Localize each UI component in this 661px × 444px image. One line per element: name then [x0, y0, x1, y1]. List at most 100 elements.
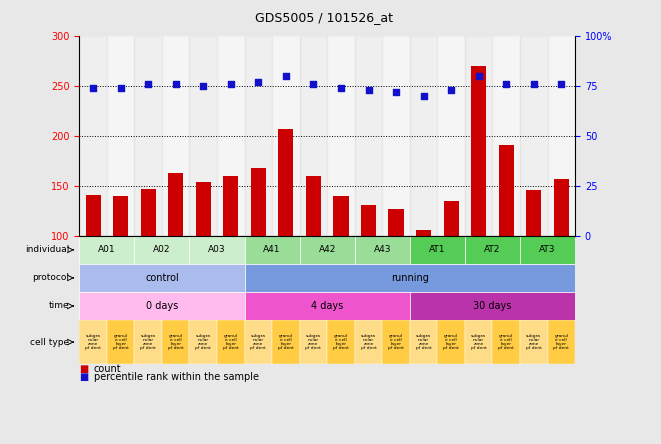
Text: AT3: AT3	[539, 246, 556, 254]
Bar	[162, 36, 190, 236]
Text: subgra
nular
zone
pf dent: subgra nular zone pf dent	[195, 333, 212, 350]
Bar	[272, 36, 299, 236]
Text: 0 days: 0 days	[146, 301, 178, 311]
Bar	[299, 36, 327, 236]
Bar	[190, 320, 217, 364]
Text: AT1: AT1	[429, 246, 446, 254]
Bar	[465, 36, 492, 236]
Text: cell type: cell type	[30, 337, 69, 347]
Bar	[162, 320, 190, 364]
Bar	[492, 320, 520, 364]
Bar	[217, 36, 245, 236]
Bar	[141, 189, 156, 236]
Text: granul
e cell
layer
pf dent: granul e cell layer pf dent	[498, 333, 514, 350]
Bar	[299, 320, 327, 364]
Text: A02: A02	[153, 246, 171, 254]
Point	[225, 80, 236, 87]
Text: AT2: AT2	[485, 246, 500, 254]
Point	[418, 92, 429, 99]
Text: granul
e cell
layer
pf dent: granul e cell layer pf dent	[333, 333, 349, 350]
Bar	[520, 36, 547, 236]
Bar	[245, 36, 272, 236]
Point	[391, 88, 401, 95]
Text: granul
e cell
layer
pf dent: granul e cell layer pf dent	[388, 333, 404, 350]
Text: count: count	[94, 364, 122, 373]
Bar	[438, 320, 465, 364]
Point	[253, 78, 264, 85]
Bar	[327, 36, 355, 236]
Bar	[79, 264, 245, 292]
Bar	[190, 36, 217, 236]
Text: ■: ■	[79, 373, 89, 382]
Bar	[223, 176, 239, 236]
Bar	[465, 320, 492, 364]
Bar	[251, 168, 266, 236]
Text: subgra
nular
zone
pf dent: subgra nular zone pf dent	[305, 333, 321, 350]
Bar	[355, 36, 382, 236]
Text: percentile rank within the sample: percentile rank within the sample	[94, 373, 259, 382]
Point	[308, 80, 319, 87]
Text: time: time	[49, 301, 69, 310]
Text: individual: individual	[25, 246, 69, 254]
Bar	[245, 292, 410, 320]
Text: granul
e cell
layer
pf dent: granul e cell layer pf dent	[223, 333, 239, 350]
Bar	[245, 264, 575, 292]
Point	[143, 80, 153, 87]
Bar	[85, 195, 100, 236]
Bar	[333, 196, 348, 236]
Bar	[79, 320, 107, 364]
Point	[115, 84, 126, 91]
Text: subgra
nular
zone
pf dent: subgra nular zone pf dent	[251, 333, 266, 350]
Bar	[245, 320, 272, 364]
Point	[280, 72, 291, 79]
Text: subgra
nular
zone
pf dent: subgra nular zone pf dent	[525, 333, 542, 350]
Text: ■: ■	[79, 364, 89, 373]
Bar	[554, 179, 569, 236]
Bar	[217, 320, 245, 364]
Text: protocol: protocol	[32, 274, 69, 282]
Point	[88, 84, 98, 91]
Bar	[410, 36, 438, 236]
Bar	[382, 320, 410, 364]
Bar	[492, 36, 520, 236]
Bar	[134, 320, 162, 364]
Text: subgra
nular
zone
pf dent: subgra nular zone pf dent	[360, 333, 377, 350]
Bar	[272, 320, 299, 364]
Bar	[438, 36, 465, 236]
Bar	[107, 36, 134, 236]
Text: A42: A42	[319, 246, 336, 254]
Bar	[327, 320, 355, 364]
Text: A41: A41	[263, 246, 281, 254]
Point	[171, 80, 181, 87]
Text: granul
e cell
layer
pf dent: granul e cell layer pf dent	[168, 333, 184, 350]
Text: A03: A03	[208, 246, 226, 254]
Text: subgra
nular
zone
pf dent: subgra nular zone pf dent	[85, 333, 101, 350]
Text: A01: A01	[98, 246, 116, 254]
Bar	[382, 36, 410, 236]
Bar	[196, 182, 211, 236]
Text: subgra
nular
zone
pf dent: subgra nular zone pf dent	[416, 333, 432, 350]
Bar	[547, 320, 575, 364]
Bar	[134, 36, 162, 236]
Point	[473, 72, 484, 79]
Text: granul
e cell
layer
pf dent: granul e cell layer pf dent	[443, 333, 459, 350]
Point	[446, 86, 456, 93]
Bar	[444, 201, 459, 236]
Bar	[190, 236, 245, 264]
Bar	[79, 236, 134, 264]
Point	[198, 82, 209, 89]
Point	[529, 80, 539, 87]
Bar	[498, 145, 514, 236]
Bar	[306, 176, 321, 236]
Bar	[134, 236, 190, 264]
Text: GDS5005 / 101526_at: GDS5005 / 101526_at	[255, 12, 393, 24]
Bar	[355, 236, 410, 264]
Point	[501, 80, 512, 87]
Text: 30 days: 30 days	[473, 301, 512, 311]
Bar	[79, 292, 245, 320]
Bar	[416, 230, 431, 236]
Bar	[520, 236, 575, 264]
Bar	[389, 209, 404, 236]
Text: granul
e cell
layer
pf dent: granul e cell layer pf dent	[553, 333, 569, 350]
Text: subgra
nular
zone
pf dent: subgra nular zone pf dent	[140, 333, 156, 350]
